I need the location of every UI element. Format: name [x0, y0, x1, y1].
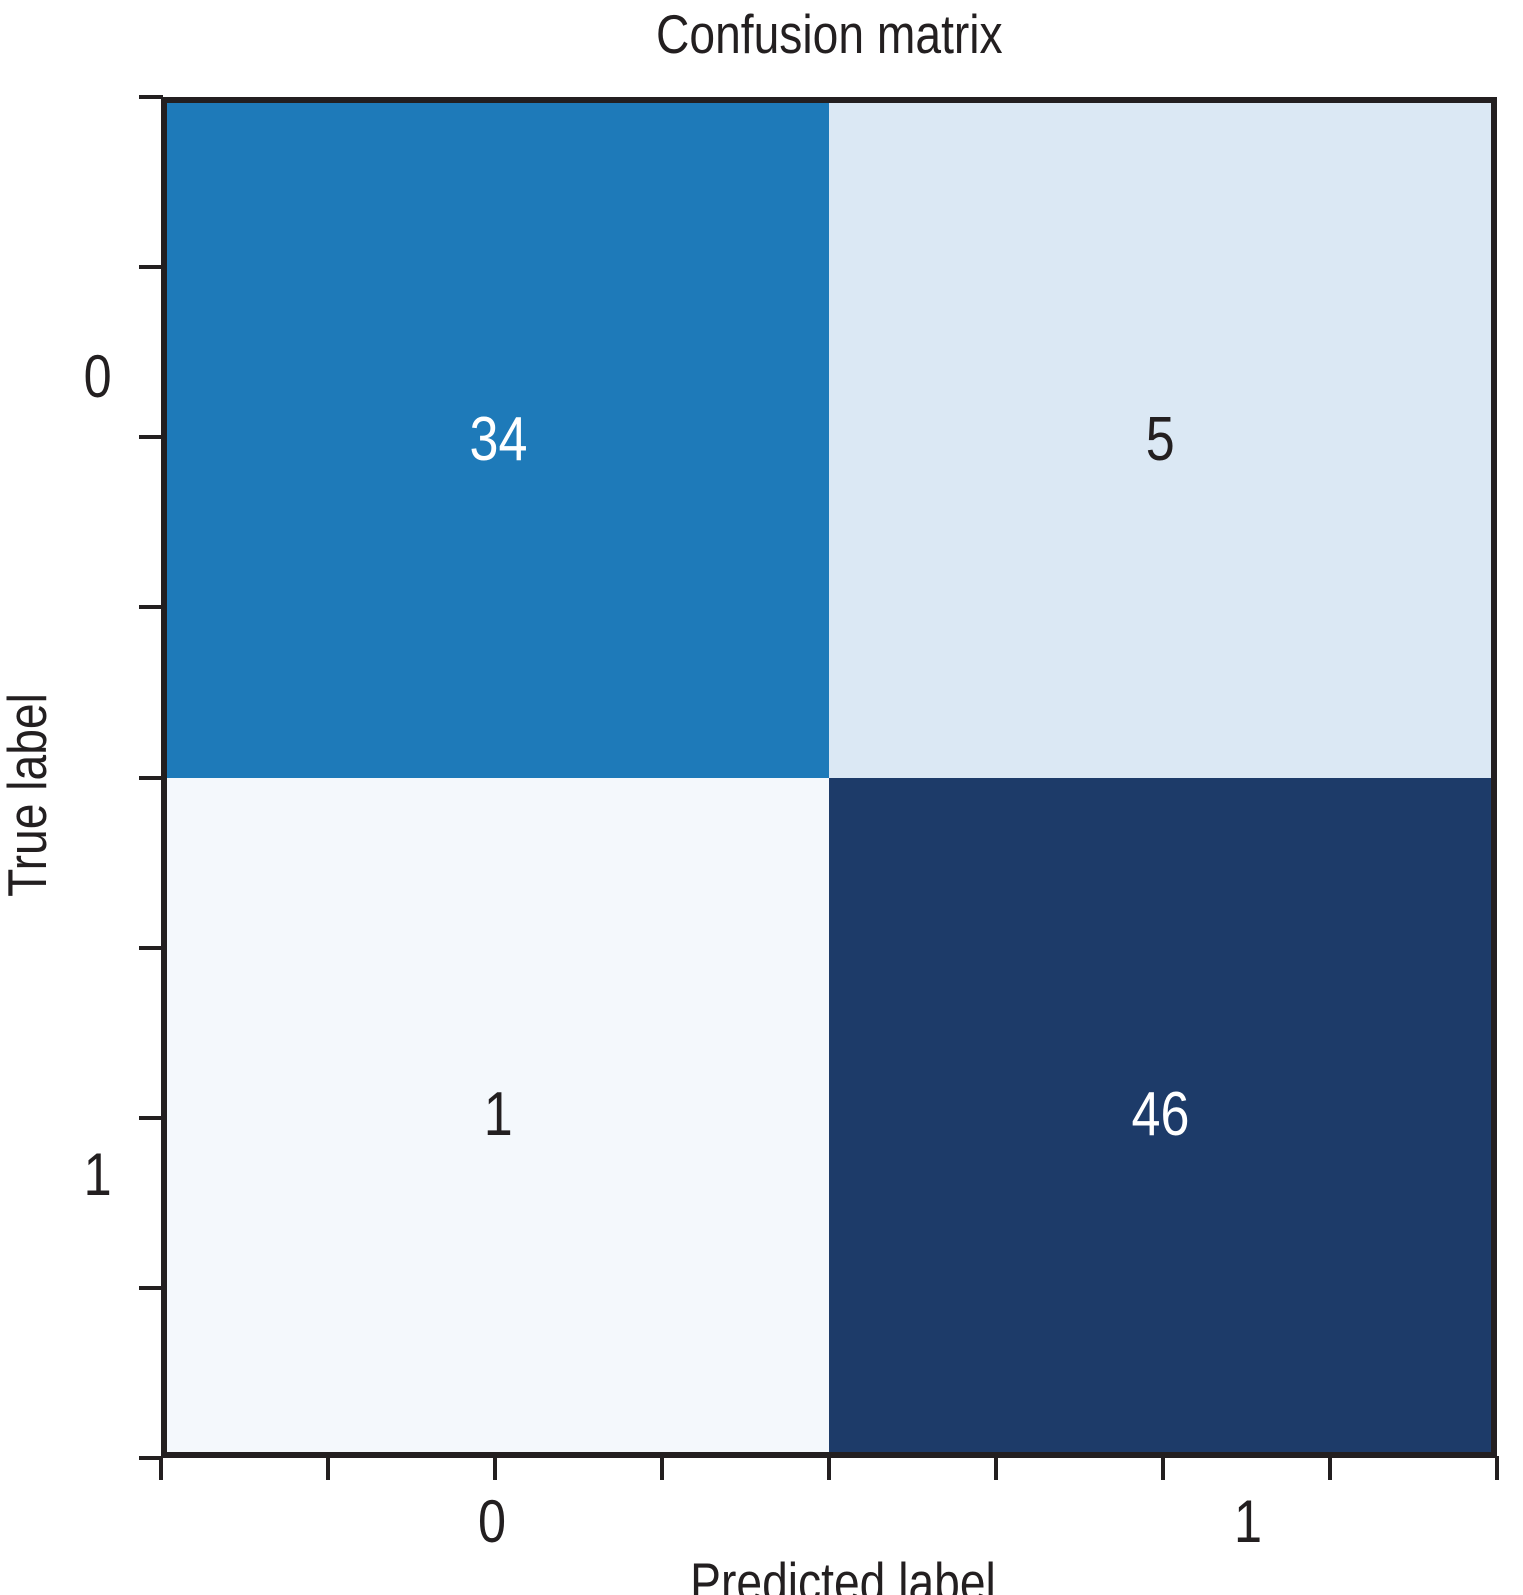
chart-title: Confusion matrix — [161, 2, 1497, 66]
x-axis-tick — [827, 1456, 831, 1480]
matrix-cell-r1c0: 1 — [167, 777, 829, 1452]
cell-value: 34 — [469, 405, 527, 475]
cell-value: 46 — [1131, 1079, 1189, 1149]
matrix-cell-r1c1: 46 — [829, 777, 1491, 1452]
y-axis-tick — [139, 435, 163, 440]
cell-value: 1 — [483, 1079, 513, 1149]
y-tick-label-0: 0 — [83, 343, 112, 410]
y-axis-tick — [139, 945, 163, 950]
heatmap-plot-area: 34 5 1 46 — [161, 97, 1497, 1458]
y-axis-tick — [139, 1115, 163, 1120]
x-axis-tick — [326, 1456, 330, 1480]
chart-title-text: Confusion matrix — [655, 3, 1003, 65]
matrix-cell-r0c1: 5 — [829, 103, 1491, 778]
x-tick-label-1: 1 — [1233, 1488, 1263, 1555]
cell-value: 5 — [1145, 405, 1175, 475]
x-axis-tick — [994, 1456, 998, 1480]
y-axis-tick — [139, 1285, 163, 1290]
y-axis-tick — [139, 605, 163, 610]
y-axis-tick — [139, 775, 163, 780]
y-axis-label: True label — [0, 693, 58, 897]
matrix-cell-r0c0: 34 — [167, 103, 829, 778]
y-axis-tick — [139, 265, 163, 270]
y-axis-tick — [139, 95, 163, 99]
x-axis-tick — [1328, 1456, 1332, 1480]
x-axis-tick — [1495, 1456, 1499, 1480]
y-axis-tick — [139, 1456, 163, 1460]
x-axis-tick — [493, 1456, 497, 1480]
x-axis-label: Predicted label — [690, 1551, 996, 1595]
x-axis-tick — [1161, 1456, 1165, 1480]
y-tick-label-1: 1 — [83, 1141, 112, 1208]
x-tick-label-0: 0 — [477, 1488, 507, 1555]
x-axis-tick — [159, 1456, 163, 1480]
x-axis-tick — [660, 1456, 664, 1480]
